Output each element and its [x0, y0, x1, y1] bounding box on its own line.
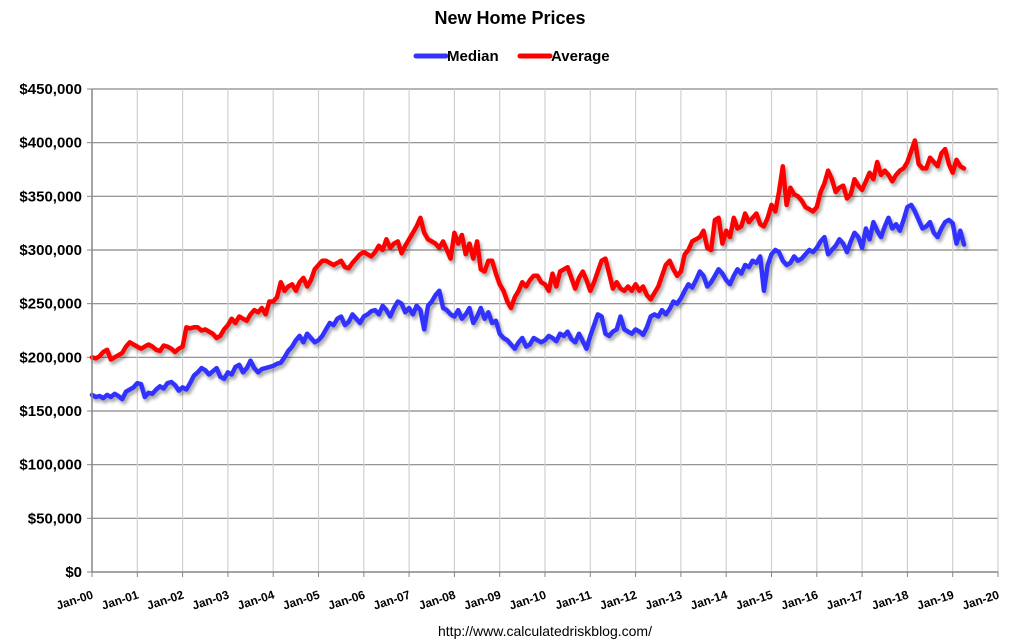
legend-label-average: Average: [551, 48, 610, 65]
y-tick-label: $200,000: [19, 349, 82, 366]
x-tick-label: Jan-17: [825, 587, 866, 612]
x-tick-label: Jan-07: [372, 587, 413, 612]
x-tick-label: Jan-08: [417, 587, 458, 612]
legend-label-median: Median: [447, 48, 499, 65]
gridlines: [92, 88, 999, 572]
x-tick-label: Jan-01: [100, 587, 141, 612]
chart-title: New Home Prices: [434, 8, 585, 28]
x-tick-label: Jan-12: [598, 587, 639, 612]
y-tick-label: $0: [65, 564, 82, 581]
x-tick-label: Jan-06: [326, 587, 367, 612]
series-line-median: [89, 202, 967, 402]
series-line-average: [89, 138, 967, 362]
y-tick-label: $300,000: [19, 242, 82, 259]
x-tick-label: Jan-16: [779, 587, 820, 612]
x-tick-label: Jan-11: [553, 587, 593, 612]
y-tick-label: $50,000: [28, 510, 82, 527]
legend-item-average: Average: [517, 48, 610, 65]
y-tick-label: $400,000: [19, 135, 82, 152]
series-lines: [89, 138, 967, 402]
x-tick-label: Jan-20: [960, 587, 1001, 612]
x-tick-label: Jan-04: [236, 587, 277, 612]
x-tick-label: Jan-05: [281, 587, 322, 612]
x-tick-label: Jan-15: [734, 587, 775, 612]
x-tick-label: Jan-18: [870, 587, 911, 612]
legend-item-median: Median: [413, 48, 499, 65]
legend: Median Average: [413, 48, 610, 65]
x-tick-label: Jan-10: [507, 587, 548, 612]
y-tick-label: $150,000: [19, 403, 82, 420]
x-axis-ticks: Jan-00 Jan-01 Jan-02 Jan-03 Jan-04 Jan-05 Jan-…: [54, 572, 1001, 613]
y-axis-ticks: $0 $50,000 $100,000 $150,000 $200,000 $250,00…: [19, 81, 92, 581]
x-tick-label: Jan-14: [689, 587, 730, 612]
y-tick-label: $100,000: [19, 457, 82, 474]
y-tick-label: $250,000: [19, 296, 82, 313]
x-tick-label: Jan-19: [915, 587, 956, 612]
source-url: http://www.calculatedriskblog.com/: [438, 623, 652, 639]
x-tick-label: Jan-00: [54, 587, 95, 612]
x-tick-label: Jan-09: [462, 587, 503, 612]
x-tick-label: Jan-13: [643, 587, 684, 612]
x-tick-label: Jan-02: [145, 587, 186, 612]
y-tick-label: $350,000: [19, 188, 82, 205]
x-tick-label: Jan-03: [190, 587, 231, 612]
y-tick-label: $450,000: [19, 81, 82, 98]
